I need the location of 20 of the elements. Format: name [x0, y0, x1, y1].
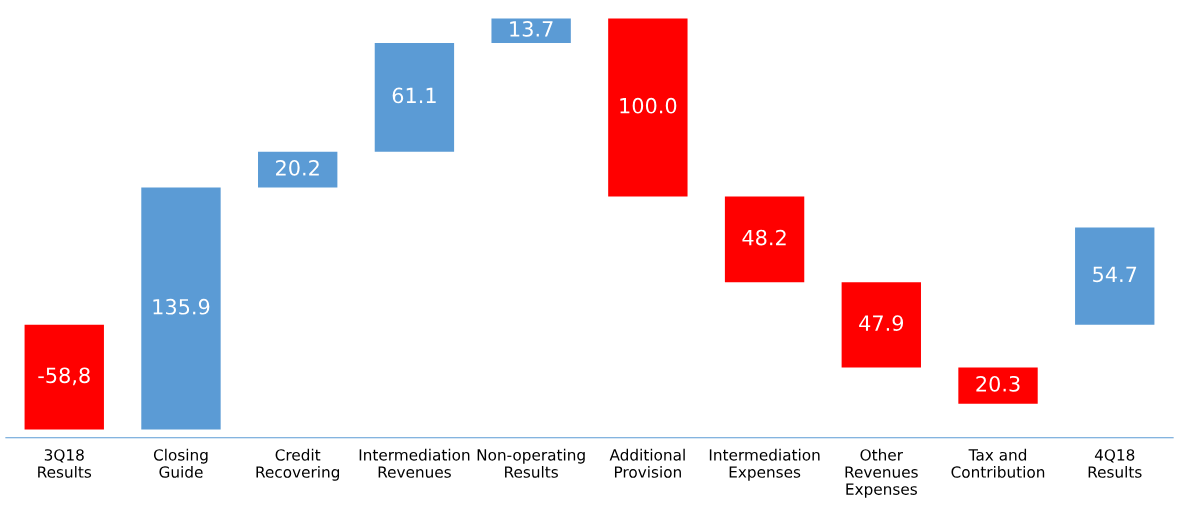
data-label: 54.7 — [1093, 266, 1137, 283]
category-label: 4Q18 Results — [1088, 449, 1142, 478]
category-label: Closing Guide — [153, 448, 208, 478]
category-label: Additional Provision — [609, 448, 685, 478]
data-label: 20.3 — [976, 375, 1020, 392]
data-label: 13.7 — [510, 21, 553, 37]
category-label: Intermediation Revenues — [359, 448, 470, 478]
data-label: 47.9 — [859, 315, 904, 331]
data-label: 100.0 — [620, 97, 677, 114]
category-label: Other Revenues Expenses — [845, 448, 918, 498]
data-label: -58,8 — [38, 367, 90, 386]
category-label: Credit Recovering — [256, 448, 340, 481]
data-label: 61.1 — [392, 87, 436, 104]
category-label: Intermediation Expenses — [709, 448, 820, 481]
data-label: 48.2 — [742, 229, 786, 246]
category-label: Tax and Contribution — [951, 448, 1045, 478]
data-label: 20.2 — [276, 159, 319, 176]
category-label: 3Q18 Results — [38, 449, 92, 478]
category-label: Non-operating Results — [477, 448, 585, 478]
data-label: 135.9 — [153, 298, 210, 315]
